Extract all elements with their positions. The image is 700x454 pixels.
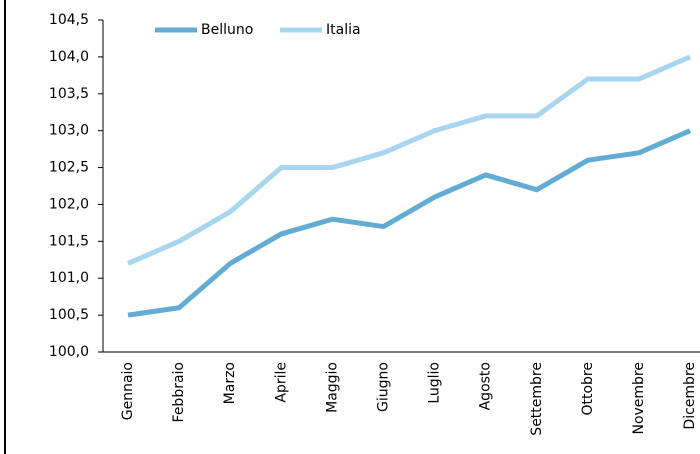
y-tick-label: 103,0	[49, 123, 89, 139]
y-tick-label: 100,0	[49, 344, 89, 360]
y-tick-label: 104,0	[49, 49, 89, 65]
x-tick-label: Agosto	[478, 362, 494, 410]
x-tick-label: Gennaio	[120, 362, 136, 420]
x-tick-label: Aprile	[273, 362, 289, 403]
y-tick-label: 101,5	[49, 233, 89, 249]
y-tick-label: 103,5	[49, 86, 89, 102]
x-tick-label: Marzo	[222, 362, 238, 404]
y-tick-label: 102,5	[49, 160, 89, 176]
x-tick-label: Giugno	[376, 362, 392, 412]
y-tick-label: 102,0	[49, 196, 89, 212]
x-tick-label: Settembre	[529, 362, 545, 436]
y-tick-label: 104,5	[49, 12, 89, 28]
x-tick-label: Maggio	[324, 362, 340, 413]
y-tick-label: 101,0	[49, 270, 89, 286]
line-series	[127, 128, 692, 318]
x-tick-label: Dicembre	[682, 362, 698, 430]
line-series	[127, 54, 692, 266]
x-tick-label: Novembre	[631, 362, 647, 435]
x-tick-label: Ottobre	[580, 362, 596, 416]
y-tick-label: 100,5	[49, 307, 89, 323]
legend-label: Belluno	[201, 22, 253, 38]
x-tick-label: Febbraio	[171, 362, 187, 422]
legend-label: Italia	[326, 22, 361, 38]
x-tick-label: Luglio	[427, 362, 443, 404]
